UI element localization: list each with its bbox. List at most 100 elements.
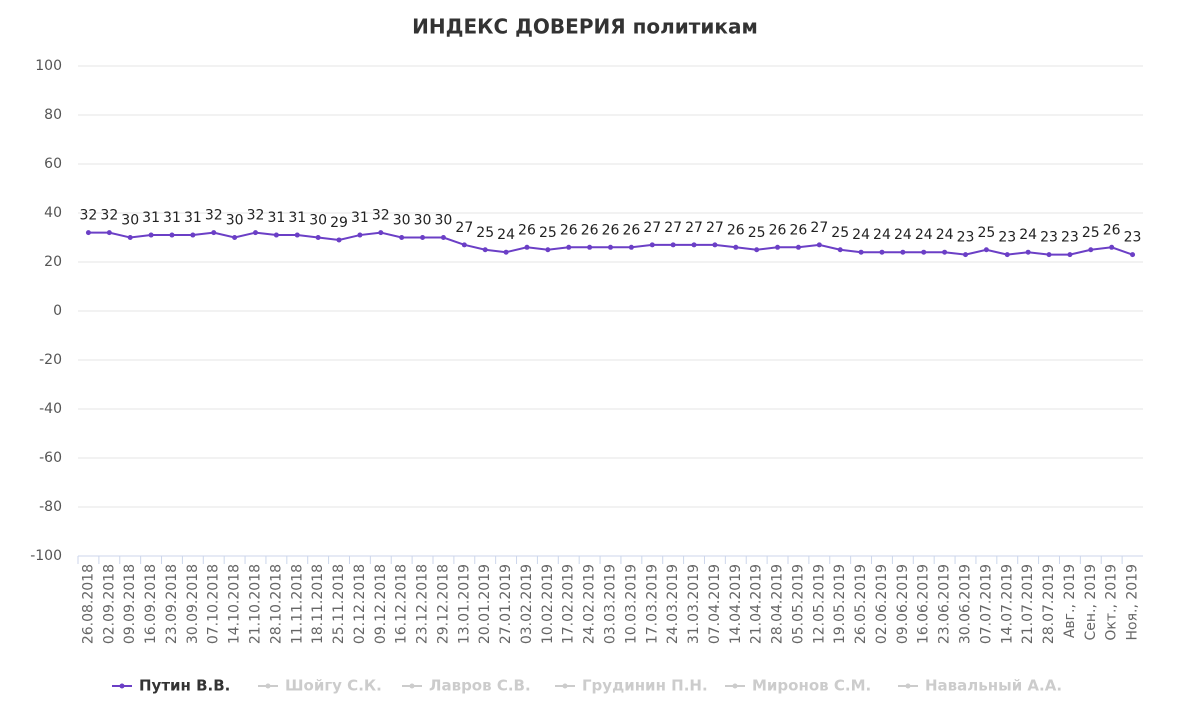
x-tick-label: 18.11.2018 — [310, 564, 326, 644]
point — [420, 235, 426, 240]
y-tick-label: 100 — [35, 58, 62, 74]
chart-title: ИНДЕКС ДОВЕРИЯ политикам — [412, 15, 758, 39]
point — [1046, 252, 1052, 258]
x-tick-label: 21.10.2018 — [248, 564, 264, 644]
x-tick-label: 14.07.2019 — [999, 564, 1015, 644]
point — [733, 244, 739, 250]
x-tick-label: 07.10.2018 — [206, 564, 222, 644]
data-label: 24 — [852, 227, 870, 243]
x-tick-label: 20.01.2019 — [477, 564, 493, 644]
x-tick-label: 02.06.2019 — [874, 564, 890, 644]
y-tick-label: 20 — [44, 254, 62, 270]
x-tick-label: 03.02.2019 — [519, 564, 535, 644]
point — [336, 237, 342, 243]
data-label: 25 — [831, 225, 849, 241]
point — [357, 232, 363, 238]
x-tick-label: 10.03.2019 — [623, 564, 639, 644]
point — [712, 242, 718, 248]
data-label: 27 — [643, 220, 661, 236]
point — [1067, 252, 1073, 258]
point — [837, 247, 843, 253]
legend-label: Путин В.В. — [139, 677, 230, 695]
x-tick-label: 23.09.2018 — [164, 564, 180, 644]
point — [628, 244, 634, 250]
data-label: 23 — [998, 230, 1016, 246]
x-tick-label: 19.05.2019 — [832, 564, 848, 644]
x-tick-label: 05.05.2019 — [790, 564, 806, 644]
data-label: 30 — [226, 213, 244, 229]
legend-dot — [905, 683, 911, 689]
data-label: 26 — [769, 222, 787, 238]
x-tick-label: Сен., 2019 — [1083, 564, 1099, 641]
x-tick-label: 02.09.2018 — [101, 564, 117, 644]
legend-dot — [119, 683, 125, 689]
data-label: 31 — [288, 210, 306, 226]
data-label: 23 — [957, 230, 975, 246]
point — [273, 232, 279, 238]
point — [85, 230, 91, 236]
data-label: 27 — [664, 220, 682, 236]
x-tick-label: Окт., 2019 — [1104, 564, 1120, 641]
x-tick-label: 24.03.2019 — [665, 564, 681, 644]
data-label: 25 — [977, 225, 995, 241]
y-tick-label: 0 — [53, 303, 62, 319]
data-label: 31 — [351, 210, 369, 226]
point — [148, 232, 154, 238]
legend-item[interactable]: Путин В.В. — [112, 677, 230, 695]
point — [1130, 252, 1136, 258]
point — [294, 232, 300, 238]
x-tick-label: 11.11.2018 — [289, 564, 305, 644]
data-label: 32 — [80, 208, 98, 224]
data-label: 27 — [706, 220, 724, 236]
data-label: 24 — [936, 227, 954, 243]
x-tick-label: 13.01.2019 — [456, 564, 472, 644]
point — [461, 242, 467, 248]
point — [232, 235, 238, 240]
point — [670, 242, 676, 248]
point — [253, 230, 258, 236]
legend-item[interactable]: Грудинин П.Н. — [555, 677, 708, 695]
point — [983, 247, 989, 253]
data-label: 26 — [622, 222, 640, 238]
point — [1109, 244, 1115, 250]
legend-item[interactable]: Шойгу С.К. — [258, 677, 382, 695]
data-label: 30 — [435, 213, 453, 229]
point — [315, 235, 321, 240]
data-label: 25 — [539, 225, 557, 241]
x-tick-label: 14.10.2018 — [227, 564, 243, 644]
data-label: 32 — [372, 208, 390, 224]
point — [858, 249, 864, 255]
x-tick-label: 17.03.2019 — [644, 564, 660, 644]
y-tick-label: 40 — [44, 205, 62, 221]
point — [169, 232, 175, 238]
data-label: 27 — [685, 220, 703, 236]
y-tick-label: -100 — [30, 548, 62, 564]
x-tick-label: 24.02.2019 — [582, 564, 598, 644]
point — [921, 249, 927, 255]
point — [608, 244, 613, 250]
x-tick-label: 10.02.2019 — [540, 564, 556, 644]
data-label: 31 — [142, 210, 160, 226]
data-label: 24 — [1019, 227, 1037, 243]
data-label: 23 — [1040, 230, 1058, 246]
data-label: 24 — [873, 227, 891, 243]
x-tick-label: 25.11.2018 — [331, 564, 347, 644]
point — [482, 247, 488, 253]
legend-item[interactable]: Миронов С.М. — [725, 677, 871, 695]
point — [190, 232, 196, 238]
point — [566, 244, 572, 250]
legend-item[interactable]: Навальный А.А. — [898, 677, 1062, 695]
x-tick-label: 17.02.2019 — [561, 564, 577, 644]
data-label: 26 — [790, 222, 808, 238]
point — [503, 249, 509, 255]
legend-dot — [732, 683, 738, 689]
legend-item[interactable]: Лавров С.В. — [402, 677, 531, 695]
x-tick-label: 09.12.2018 — [373, 564, 389, 644]
legend-label: Шойгу С.К. — [285, 677, 382, 695]
y-tick-label: -20 — [39, 352, 62, 368]
x-tick-label: 21.07.2019 — [1020, 564, 1036, 644]
x-tick-label: 28.04.2019 — [770, 564, 786, 644]
point — [879, 249, 885, 255]
data-label: 29 — [330, 215, 348, 231]
data-label: 26 — [581, 222, 599, 238]
